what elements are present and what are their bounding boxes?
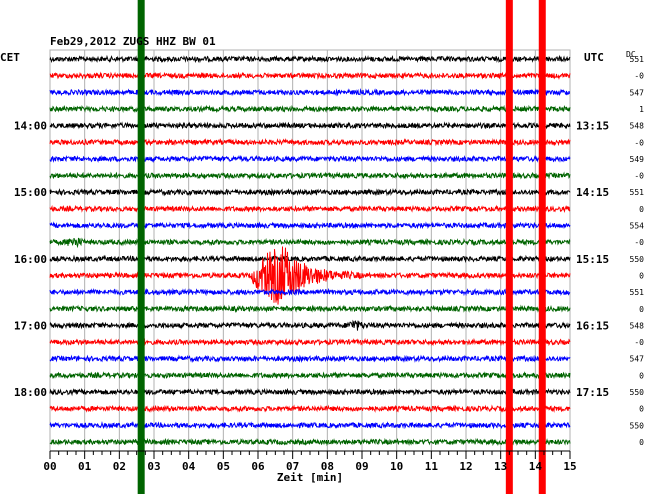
right-time-label: 16:15 <box>576 319 609 332</box>
x-tick-label: 07 <box>286 460 299 473</box>
dc-value: 1 <box>639 105 644 114</box>
trace-18 <box>49 354 571 363</box>
x-tick-label: 13 <box>494 460 507 473</box>
right-time-label: 15:15 <box>576 253 609 266</box>
dc-value: 0 <box>639 271 644 280</box>
trace-8 <box>49 187 571 197</box>
dc-value: -0 <box>634 172 644 181</box>
trace-2 <box>49 88 570 97</box>
left-time-label: 16:00 <box>14 253 47 266</box>
trace-17 <box>49 337 571 347</box>
trace-20 <box>49 387 571 397</box>
x-tick-label: 04 <box>182 460 196 473</box>
dc-value: 0 <box>639 305 644 314</box>
right-time-label: 14:15 <box>576 186 609 199</box>
right-time-label: 17:15 <box>576 386 609 399</box>
x-tick-label: 10 <box>390 460 403 473</box>
dc-value: 551 <box>630 288 645 297</box>
left-time-label: 14:00 <box>14 120 47 133</box>
right-timezone-label: UTC <box>584 51 604 64</box>
dc-value: 551 <box>630 188 645 197</box>
vertical-marker-0 <box>137 0 145 494</box>
vertical-markers <box>137 0 546 494</box>
dc-value: 554 <box>630 222 645 231</box>
dc-value: 0 <box>639 438 644 447</box>
traces <box>49 54 571 447</box>
x-tick-label: 05 <box>217 460 230 473</box>
dc-value: 0 <box>639 205 644 214</box>
left-time-labels: 14:00 15:00 16:00 17:00 18:00 <box>14 120 47 399</box>
x-tick-label: 15 <box>563 460 576 473</box>
x-tick-label: 08 <box>321 460 334 473</box>
dc-value: -0 <box>634 338 644 347</box>
x-tick-label: 01 <box>78 460 92 473</box>
right-time-labels: 13:15 14:15 15:15 16:15 17:15 <box>576 120 609 399</box>
trace-19 <box>49 371 571 380</box>
dc-value: -0 <box>634 238 644 247</box>
dc-value: 547 <box>630 88 645 97</box>
dc-column-label: DC <box>626 50 636 59</box>
trace-7 <box>49 171 571 180</box>
dc-value: 0 <box>639 405 644 414</box>
trace-23 <box>49 437 571 447</box>
dc-value: 551 <box>630 55 645 64</box>
x-axis-label: Zeit [min] <box>277 471 343 484</box>
axes <box>49 450 571 459</box>
trace-12 <box>49 254 571 263</box>
trace-13 <box>49 246 571 305</box>
dc-value: -0 <box>634 138 644 147</box>
x-tick-labels: 00 01 02 03 04 05 06 07 08 09 10 11 12 13 14 15 <box>43 460 576 473</box>
trace-11 <box>49 237 571 249</box>
gridlines <box>49 49 571 452</box>
left-time-label: 17:00 <box>14 319 47 332</box>
x-tick-label: 03 <box>147 460 160 473</box>
trace-21 <box>49 404 571 413</box>
trace-9 <box>49 204 571 214</box>
chart-title: Feb29,2012 ZUGS HHZ BW 01 <box>50 35 216 48</box>
x-tick-label: 00 <box>43 460 56 473</box>
x-tick-label: 11 <box>425 460 439 473</box>
dc-value: 550 <box>630 421 645 430</box>
x-tick-label: 14 <box>529 460 543 473</box>
x-tick-label: 02 <box>113 460 126 473</box>
trace-1 <box>49 71 571 80</box>
vertical-marker-1 <box>505 0 513 494</box>
left-time-label: 18:00 <box>14 386 47 399</box>
trace-14 <box>49 287 571 297</box>
dc-value: 550 <box>630 255 645 264</box>
trace-5 <box>49 137 571 147</box>
trace-15 <box>49 304 571 314</box>
left-timezone-label: CET <box>0 51 20 64</box>
trace-0 <box>49 54 571 64</box>
trace-4 <box>49 121 571 130</box>
dc-value: 0 <box>639 371 644 380</box>
trace-10 <box>49 221 571 230</box>
trace-3 <box>49 104 571 114</box>
dc-value: 549 <box>630 155 645 164</box>
right-time-label: 13:15 <box>576 120 609 133</box>
trace-22 <box>49 421 571 430</box>
dc-value: 547 <box>630 355 645 364</box>
x-tick-label: 06 <box>251 460 265 473</box>
left-time-label: 15:00 <box>14 186 47 199</box>
trace-16 <box>49 319 571 331</box>
dc-values: 551 -0 547 1 548 -0 549 -0 551 0 554 -0 550 0 551 0 548 -… <box>630 55 645 447</box>
vertical-marker-2 <box>538 0 546 494</box>
x-tick-label: 12 <box>459 460 472 473</box>
dc-value: -0 <box>634 72 644 81</box>
x-tick-label: 09 <box>355 460 368 473</box>
trace-6 <box>49 154 571 164</box>
dc-value: 548 <box>630 122 645 131</box>
dc-value: 550 <box>630 388 645 397</box>
dc-value: 548 <box>630 321 645 330</box>
